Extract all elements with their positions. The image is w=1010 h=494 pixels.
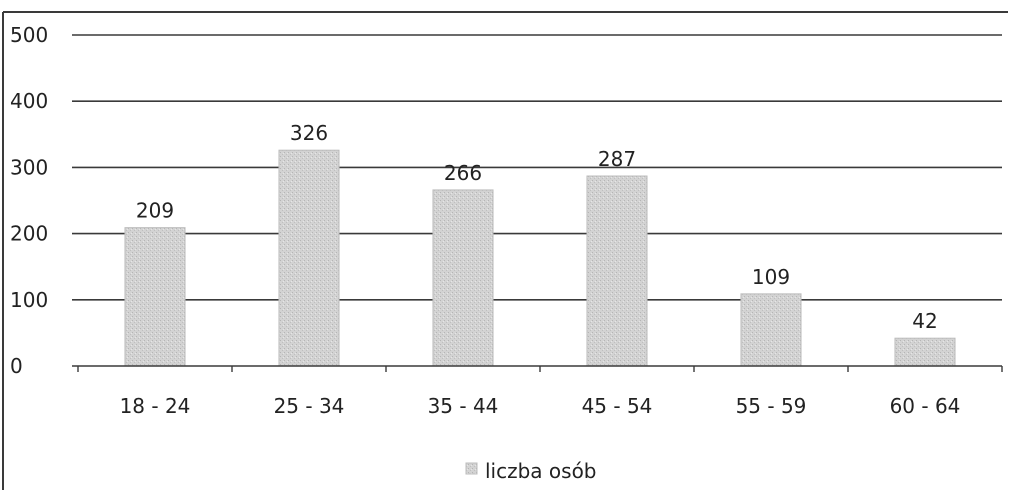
y-tick-label: 500 — [10, 23, 48, 47]
x-tick-label: 25 - 34 — [274, 394, 345, 418]
x-tick-label: 35 - 44 — [428, 394, 499, 418]
x-tick-label: 18 - 24 — [120, 394, 191, 418]
x-tick-label: 60 - 64 — [890, 394, 961, 418]
data-label: 266 — [444, 161, 482, 185]
data-label: 209 — [136, 199, 174, 223]
y-tick-label: 200 — [10, 222, 48, 246]
data-label: 326 — [290, 121, 328, 145]
y-tick-label: 0 — [10, 354, 23, 378]
data-label: 109 — [752, 265, 790, 289]
y-tick-label: 300 — [10, 155, 48, 179]
y-tick-label: 100 — [10, 288, 48, 312]
legend-swatch — [465, 462, 478, 475]
data-label: 287 — [598, 147, 636, 171]
bar-45-54 — [586, 175, 648, 367]
bar-60-64 — [894, 337, 956, 367]
bar-25-34 — [278, 149, 340, 367]
bar-35-44 — [432, 189, 494, 367]
bar-55-59 — [740, 293, 802, 367]
y-tick-label: 400 — [10, 89, 48, 113]
bar-18-24 — [124, 227, 186, 367]
x-tick-label: 55 - 59 — [736, 394, 807, 418]
x-tick-label: 45 - 54 — [582, 394, 653, 418]
data-label: 42 — [912, 309, 937, 333]
legend-label: liczba osób — [485, 459, 597, 483]
